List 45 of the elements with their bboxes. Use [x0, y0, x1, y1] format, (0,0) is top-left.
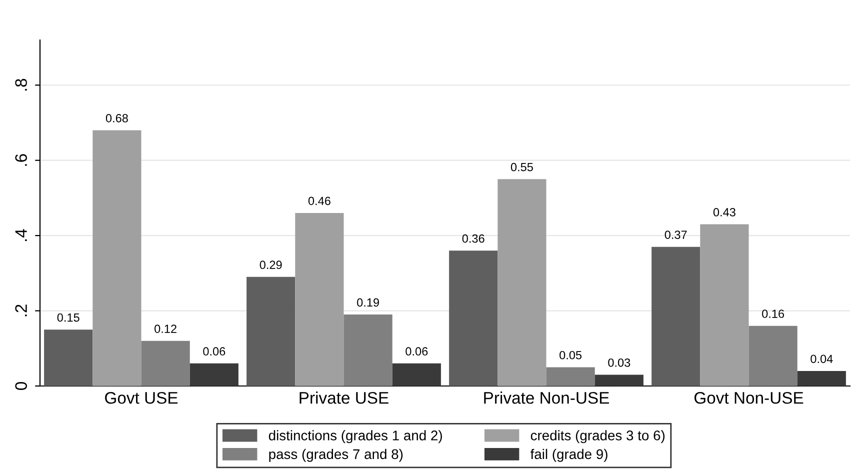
bar — [594, 374, 644, 386]
data-label: 0.29 — [260, 260, 282, 270]
data-label: 0.46 — [308, 196, 330, 206]
bar — [44, 330, 93, 386]
bar — [449, 250, 498, 386]
bar — [295, 213, 344, 386]
data-label: 0.15 — [57, 313, 80, 322]
y-tick-label: .4 — [15, 229, 27, 241]
bar — [246, 276, 296, 386]
x-tick-label: Govt USE — [105, 392, 178, 404]
legend-label: distinctions (grades 1 and 2) — [268, 430, 442, 444]
bar — [392, 363, 441, 386]
x-tick-label: Private USE — [300, 392, 388, 404]
data-label: 0.16 — [762, 310, 784, 318]
data-label: 0.03 — [608, 358, 630, 367]
legend-label: fail (grade 9) — [530, 448, 608, 462]
y-tick-label: .8 — [15, 78, 27, 91]
x-tick-label: Private Non-USE — [484, 392, 609, 404]
bar — [92, 130, 142, 386]
data-label: 0.04 — [810, 354, 833, 364]
data-label: 0.12 — [154, 324, 176, 333]
x-tick-label: Govt Non-USE — [694, 392, 804, 404]
data-label: 0.05 — [560, 350, 582, 360]
legend-label: credits (grades 3 to 6) — [530, 430, 665, 444]
bar — [546, 367, 595, 386]
legend-label: pass (grades 7 and 8) — [269, 448, 403, 462]
bar — [190, 363, 238, 386]
y-tick-label: .6 — [15, 154, 27, 166]
bar — [700, 224, 749, 386]
bar — [748, 326, 798, 386]
data-label: 0.68 — [106, 114, 128, 122]
y-tick-label: 0 — [15, 382, 27, 390]
data-label: 0.37 — [664, 230, 687, 239]
bar — [344, 314, 392, 386]
bar — [498, 179, 546, 386]
bar — [141, 340, 190, 386]
data-label: 0.55 — [510, 162, 533, 172]
bar — [652, 246, 700, 386]
data-label: 0.43 — [713, 208, 736, 216]
data-label: 0.06 — [406, 347, 428, 356]
bar — [797, 370, 846, 386]
data-label: 0.19 — [357, 298, 379, 307]
y-tick-label: .2 — [15, 304, 27, 316]
data-label: 0.36 — [462, 234, 484, 243]
data-label: 0.06 — [203, 347, 226, 356]
